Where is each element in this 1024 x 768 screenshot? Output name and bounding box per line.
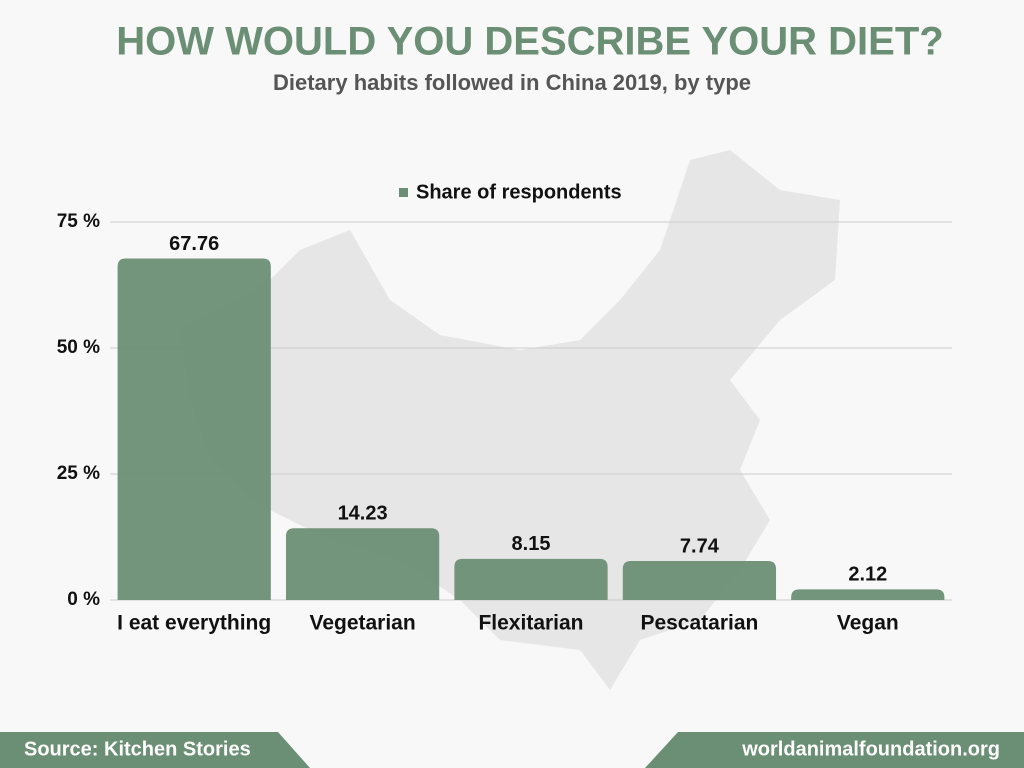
x-tick-label: I eat everything xyxy=(117,612,271,635)
y-tick-label: 0 % xyxy=(67,589,100,610)
chart-title: HOW WOULD YOU DESCRIBE YOUR DIET? xyxy=(116,20,943,64)
bar xyxy=(791,589,945,600)
y-tick-label: 25 % xyxy=(57,463,100,484)
value-label: 8.15 xyxy=(512,533,551,555)
value-label: 2.12 xyxy=(848,564,887,586)
y-tick-label: 50 % xyxy=(57,337,100,358)
value-label: 7.74 xyxy=(680,535,720,557)
bar xyxy=(285,528,440,600)
y-tick-label: 75 % xyxy=(57,211,100,232)
chart-subtitle: Dietary habits followed in China 2019, b… xyxy=(273,70,751,95)
website: worldanimalfoundation.org xyxy=(741,738,1000,760)
footer-right xyxy=(645,732,1024,768)
bar xyxy=(117,258,271,600)
legend-label: Share of respondents xyxy=(416,181,622,203)
map-decoration xyxy=(180,150,840,690)
legend-swatch xyxy=(399,188,408,197)
bar xyxy=(622,560,777,600)
footer-left xyxy=(0,732,310,768)
value-label: 14.23 xyxy=(338,503,388,525)
x-tick-label: Pescatarian xyxy=(640,612,758,635)
value-label: 67.76 xyxy=(169,233,219,255)
x-tick-label: Vegetarian xyxy=(309,612,415,635)
x-tick-label: Vegan xyxy=(837,612,899,635)
x-tick-label: Flexitarian xyxy=(478,612,583,635)
bar xyxy=(454,558,608,600)
source: Source: Kitchen Stories xyxy=(24,738,251,760)
